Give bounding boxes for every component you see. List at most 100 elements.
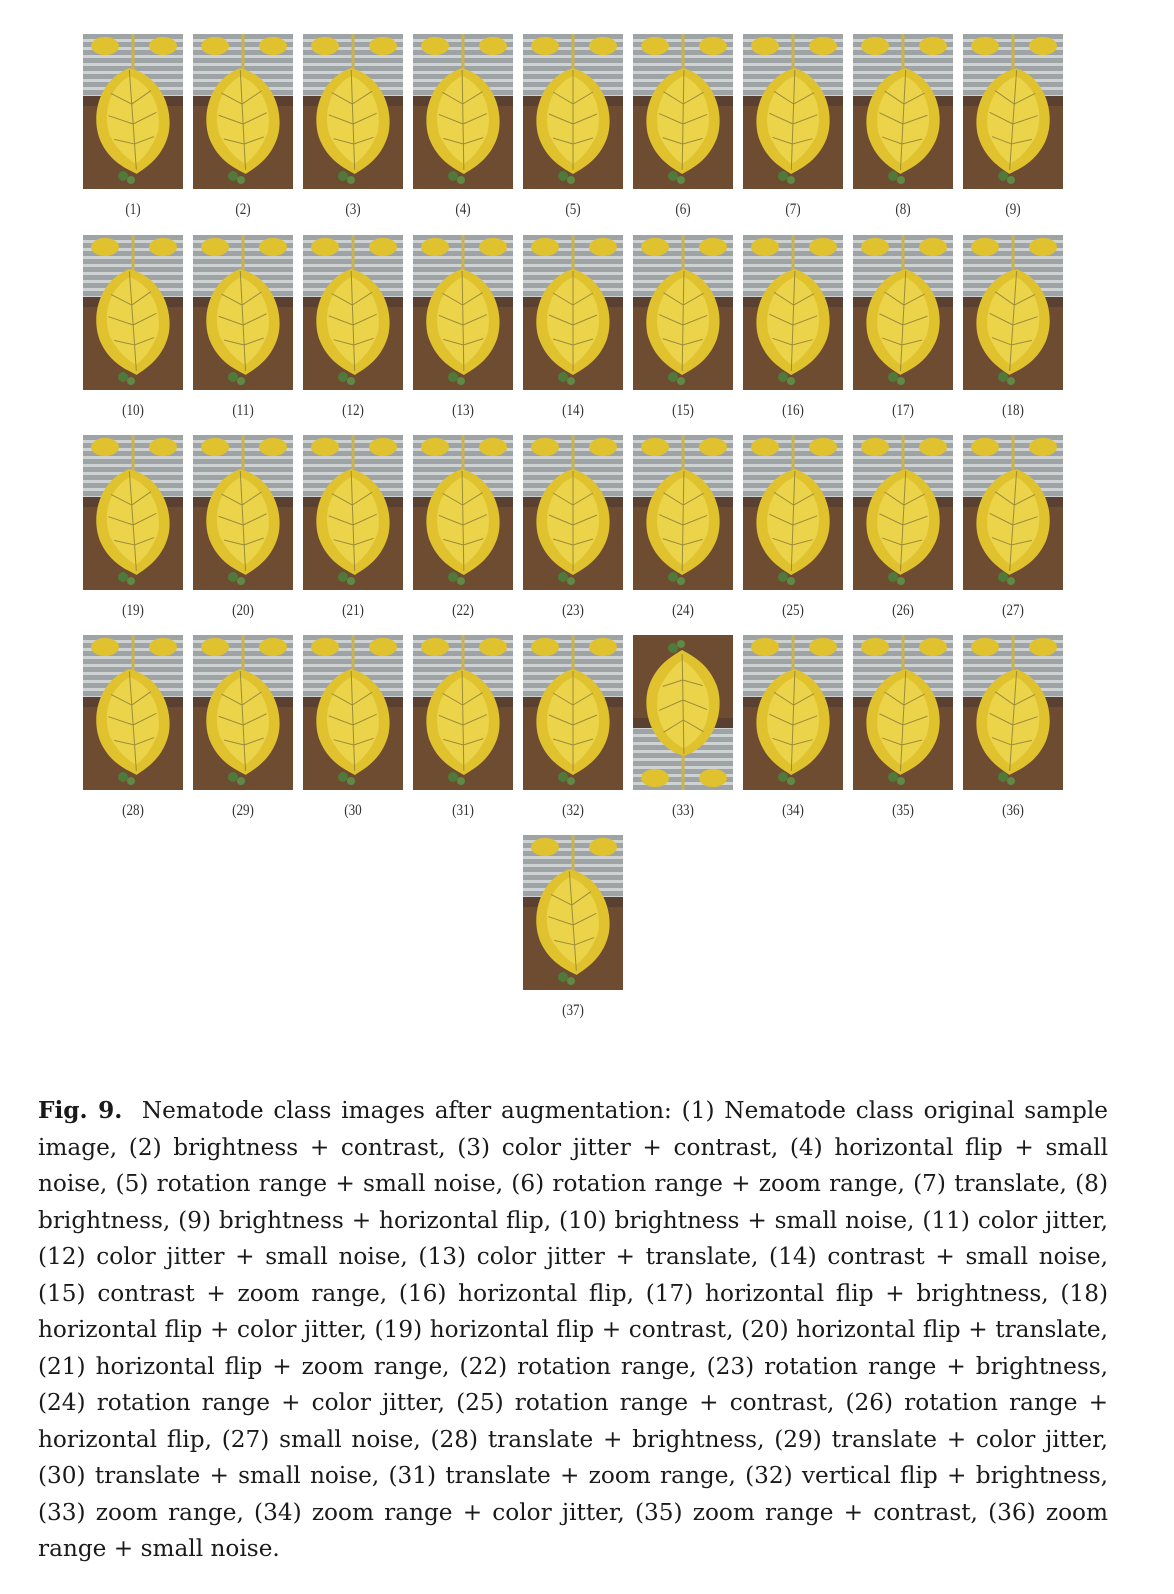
leaf-image	[83, 635, 183, 790]
leaf-image	[633, 435, 733, 590]
leaf-image	[963, 435, 1063, 590]
leaf-image	[523, 435, 623, 590]
leaf-image	[193, 635, 293, 790]
augmented-image-panel: (28)	[83, 635, 183, 819]
panel-label: (33)	[672, 802, 694, 819]
augmentation-figure: (1) (2) (3) (4) (5) (6) (7) (8) (9) (10) (11) (12) (…	[83, 34, 1063, 1019]
augmented-image-panel: (3)	[303, 34, 403, 218]
panel-label: (5)	[565, 201, 581, 218]
augmented-image-panel: (17)	[853, 235, 953, 419]
leaf-image	[413, 34, 513, 189]
panel-label: (18)	[1002, 402, 1024, 419]
augmented-image-panel: (18)	[963, 235, 1063, 419]
panel-label: (20)	[232, 602, 254, 619]
augmented-image-panel: (11)	[193, 235, 293, 419]
leaf-image	[83, 235, 183, 390]
panel-label: (31)	[452, 802, 474, 819]
augmented-image-panel: (30	[303, 635, 403, 819]
leaf-image	[853, 235, 953, 390]
leaf-image	[83, 34, 183, 189]
panel-label: (4)	[455, 201, 471, 218]
augmented-image-panel: (22)	[413, 435, 513, 619]
leaf-image	[743, 635, 843, 790]
augmented-image-panel: (12)	[303, 235, 403, 419]
augmented-image-panel: (36)	[963, 635, 1063, 819]
panel-label: (8)	[895, 201, 911, 218]
leaf-image	[853, 435, 953, 590]
leaf-image	[963, 635, 1063, 790]
leaf-image	[193, 235, 293, 390]
leaf-image	[413, 435, 513, 590]
leaf-image	[963, 235, 1063, 390]
panel-label: (12)	[342, 402, 364, 419]
augmented-image-panel: (19)	[83, 435, 183, 619]
panel-label: (28)	[122, 802, 144, 819]
panel-label: (34)	[782, 802, 804, 819]
augmented-image-panel: (21)	[303, 435, 403, 619]
panel-label: (16)	[782, 402, 804, 419]
augmented-image-panel: (26)	[853, 435, 953, 619]
panel-label: (14)	[562, 402, 584, 419]
figure-caption: Fig. 9. Nematode class images after augm…	[38, 1093, 1108, 1568]
leaf-image	[303, 34, 403, 189]
caption-label: Fig. 9.	[38, 1097, 123, 1125]
panel-label: (35)	[892, 802, 914, 819]
panel-label: (17)	[892, 402, 914, 419]
leaf-image	[633, 235, 733, 390]
panel-label: (15)	[672, 402, 694, 419]
augmented-image-panel: (5)	[523, 34, 623, 218]
caption-text: Nematode class images after augmentation…	[38, 1097, 1108, 1563]
augmented-image-panel: (14)	[523, 235, 623, 419]
leaf-image	[303, 235, 403, 390]
augmented-image-panel: (29)	[193, 635, 293, 819]
panel-label: (24)	[672, 602, 694, 619]
leaf-image	[303, 435, 403, 590]
panel-label: (2)	[235, 201, 251, 218]
panel-label: (9)	[1005, 201, 1021, 218]
panel-label: (36)	[1002, 802, 1024, 819]
augmented-image-panel: (25)	[743, 435, 843, 619]
panel-label: (27)	[1002, 602, 1024, 619]
leaf-image	[743, 34, 843, 189]
augmented-image-panel: (33)	[633, 635, 733, 819]
augmented-image-panel: (10)	[83, 235, 183, 419]
leaf-image	[853, 635, 953, 790]
augmented-image-panel: (32)	[523, 635, 623, 819]
panel-label: (21)	[342, 602, 364, 619]
augmented-image-panel: (34)	[743, 635, 843, 819]
augmented-image-panel: (16)	[743, 235, 843, 419]
augmented-image-panel: (6)	[633, 34, 733, 218]
panel-label: (13)	[452, 402, 474, 419]
panel-label: (23)	[562, 602, 584, 619]
leaf-image	[743, 235, 843, 390]
leaf-image	[413, 635, 513, 790]
leaf-image	[83, 435, 183, 590]
leaf-image	[523, 835, 623, 990]
panel-label: (11)	[232, 402, 254, 419]
augmented-image-panel: (1)	[83, 34, 183, 218]
augmented-image-panel: (35)	[853, 635, 953, 819]
leaf-image	[633, 635, 733, 790]
augmented-image-panel: (4)	[413, 34, 513, 218]
leaf-image	[193, 435, 293, 590]
panel-label: (22)	[452, 602, 474, 619]
augmented-image-panel: (7)	[743, 34, 843, 218]
augmented-image-panel: (15)	[633, 235, 733, 419]
augmented-image-panel: (31)	[413, 635, 513, 819]
leaf-image	[633, 34, 733, 189]
panel-label: (25)	[782, 602, 804, 619]
panel-label: (7)	[785, 201, 801, 218]
panel-label: (1)	[125, 201, 141, 218]
augmented-image-panel: (20)	[193, 435, 293, 619]
panel-label: (32)	[562, 802, 584, 819]
panel-label: (19)	[122, 602, 144, 619]
augmented-image-panel: (13)	[413, 235, 513, 419]
augmented-image-panel: (9)	[963, 34, 1063, 218]
leaf-image	[523, 635, 623, 790]
augmented-image-panel: (37)	[523, 835, 623, 1019]
leaf-image	[743, 435, 843, 590]
panel-label: (6)	[675, 201, 691, 218]
augmented-image-panel: (8)	[853, 34, 953, 218]
leaf-image	[303, 635, 403, 790]
panel-label: (10)	[122, 402, 144, 419]
